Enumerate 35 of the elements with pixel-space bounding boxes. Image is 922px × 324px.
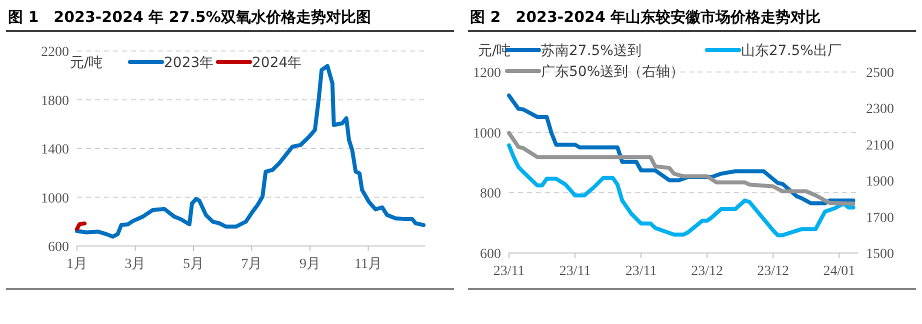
- x-tick-label: 23/11: [493, 264, 525, 279]
- y-tick-label: 600: [480, 247, 501, 262]
- y-tick-label: 1000: [41, 191, 69, 206]
- y2-tick-label: 2500: [866, 66, 894, 81]
- chart-title: 图 1 2023-2024 年 27.5%双氧水价格走势对比图: [8, 8, 371, 26]
- y-tick-label: 600: [48, 240, 69, 255]
- legend-label: 山东27.5%出厂: [741, 43, 842, 59]
- y-tick-label: 1800: [41, 94, 69, 109]
- x-tick-label: 23/12: [691, 264, 724, 279]
- y-tick-label: 800: [480, 186, 501, 202]
- x-tick-label: 11月: [354, 257, 382, 272]
- x-tick-label: 9月: [299, 257, 320, 272]
- x-tick-label: 3月: [124, 257, 146, 272]
- y-axis-title: 元/吨: [70, 55, 103, 71]
- x-tick-label: 23/11: [625, 264, 657, 279]
- x-tick-label: 23/12: [757, 264, 790, 279]
- x-tick-label: 1月: [66, 257, 88, 272]
- y-tick-label: 1000: [473, 126, 501, 142]
- y-tick-label: 1200: [473, 66, 501, 81]
- x-tick-label: 7月: [241, 257, 262, 272]
- legend-label: 苏南27.5%送到: [541, 43, 642, 59]
- legend-label: 2024年: [252, 55, 302, 71]
- x-tick-label: 24/01: [823, 264, 856, 279]
- y2-tick-label: 2300: [866, 102, 894, 118]
- y-tick-label: 1400: [41, 142, 69, 158]
- y2-tick-label: 1500: [866, 247, 894, 262]
- legend-label: 2023年: [164, 55, 214, 71]
- y2-tick-label: 1900: [866, 174, 894, 190]
- y2-tick-label: 1700: [866, 210, 894, 226]
- chart-title: 图 2 2023-2024 年山东较安徽市场价格走势对比: [470, 8, 821, 26]
- x-tick-label: 5月: [182, 257, 204, 272]
- legend-label: 广东50%送到（右轴）: [541, 64, 684, 80]
- y2-tick-label: 2100: [866, 138, 894, 154]
- y-tick-label: 2200: [41, 45, 69, 60]
- x-tick-label: 23/11: [559, 264, 591, 279]
